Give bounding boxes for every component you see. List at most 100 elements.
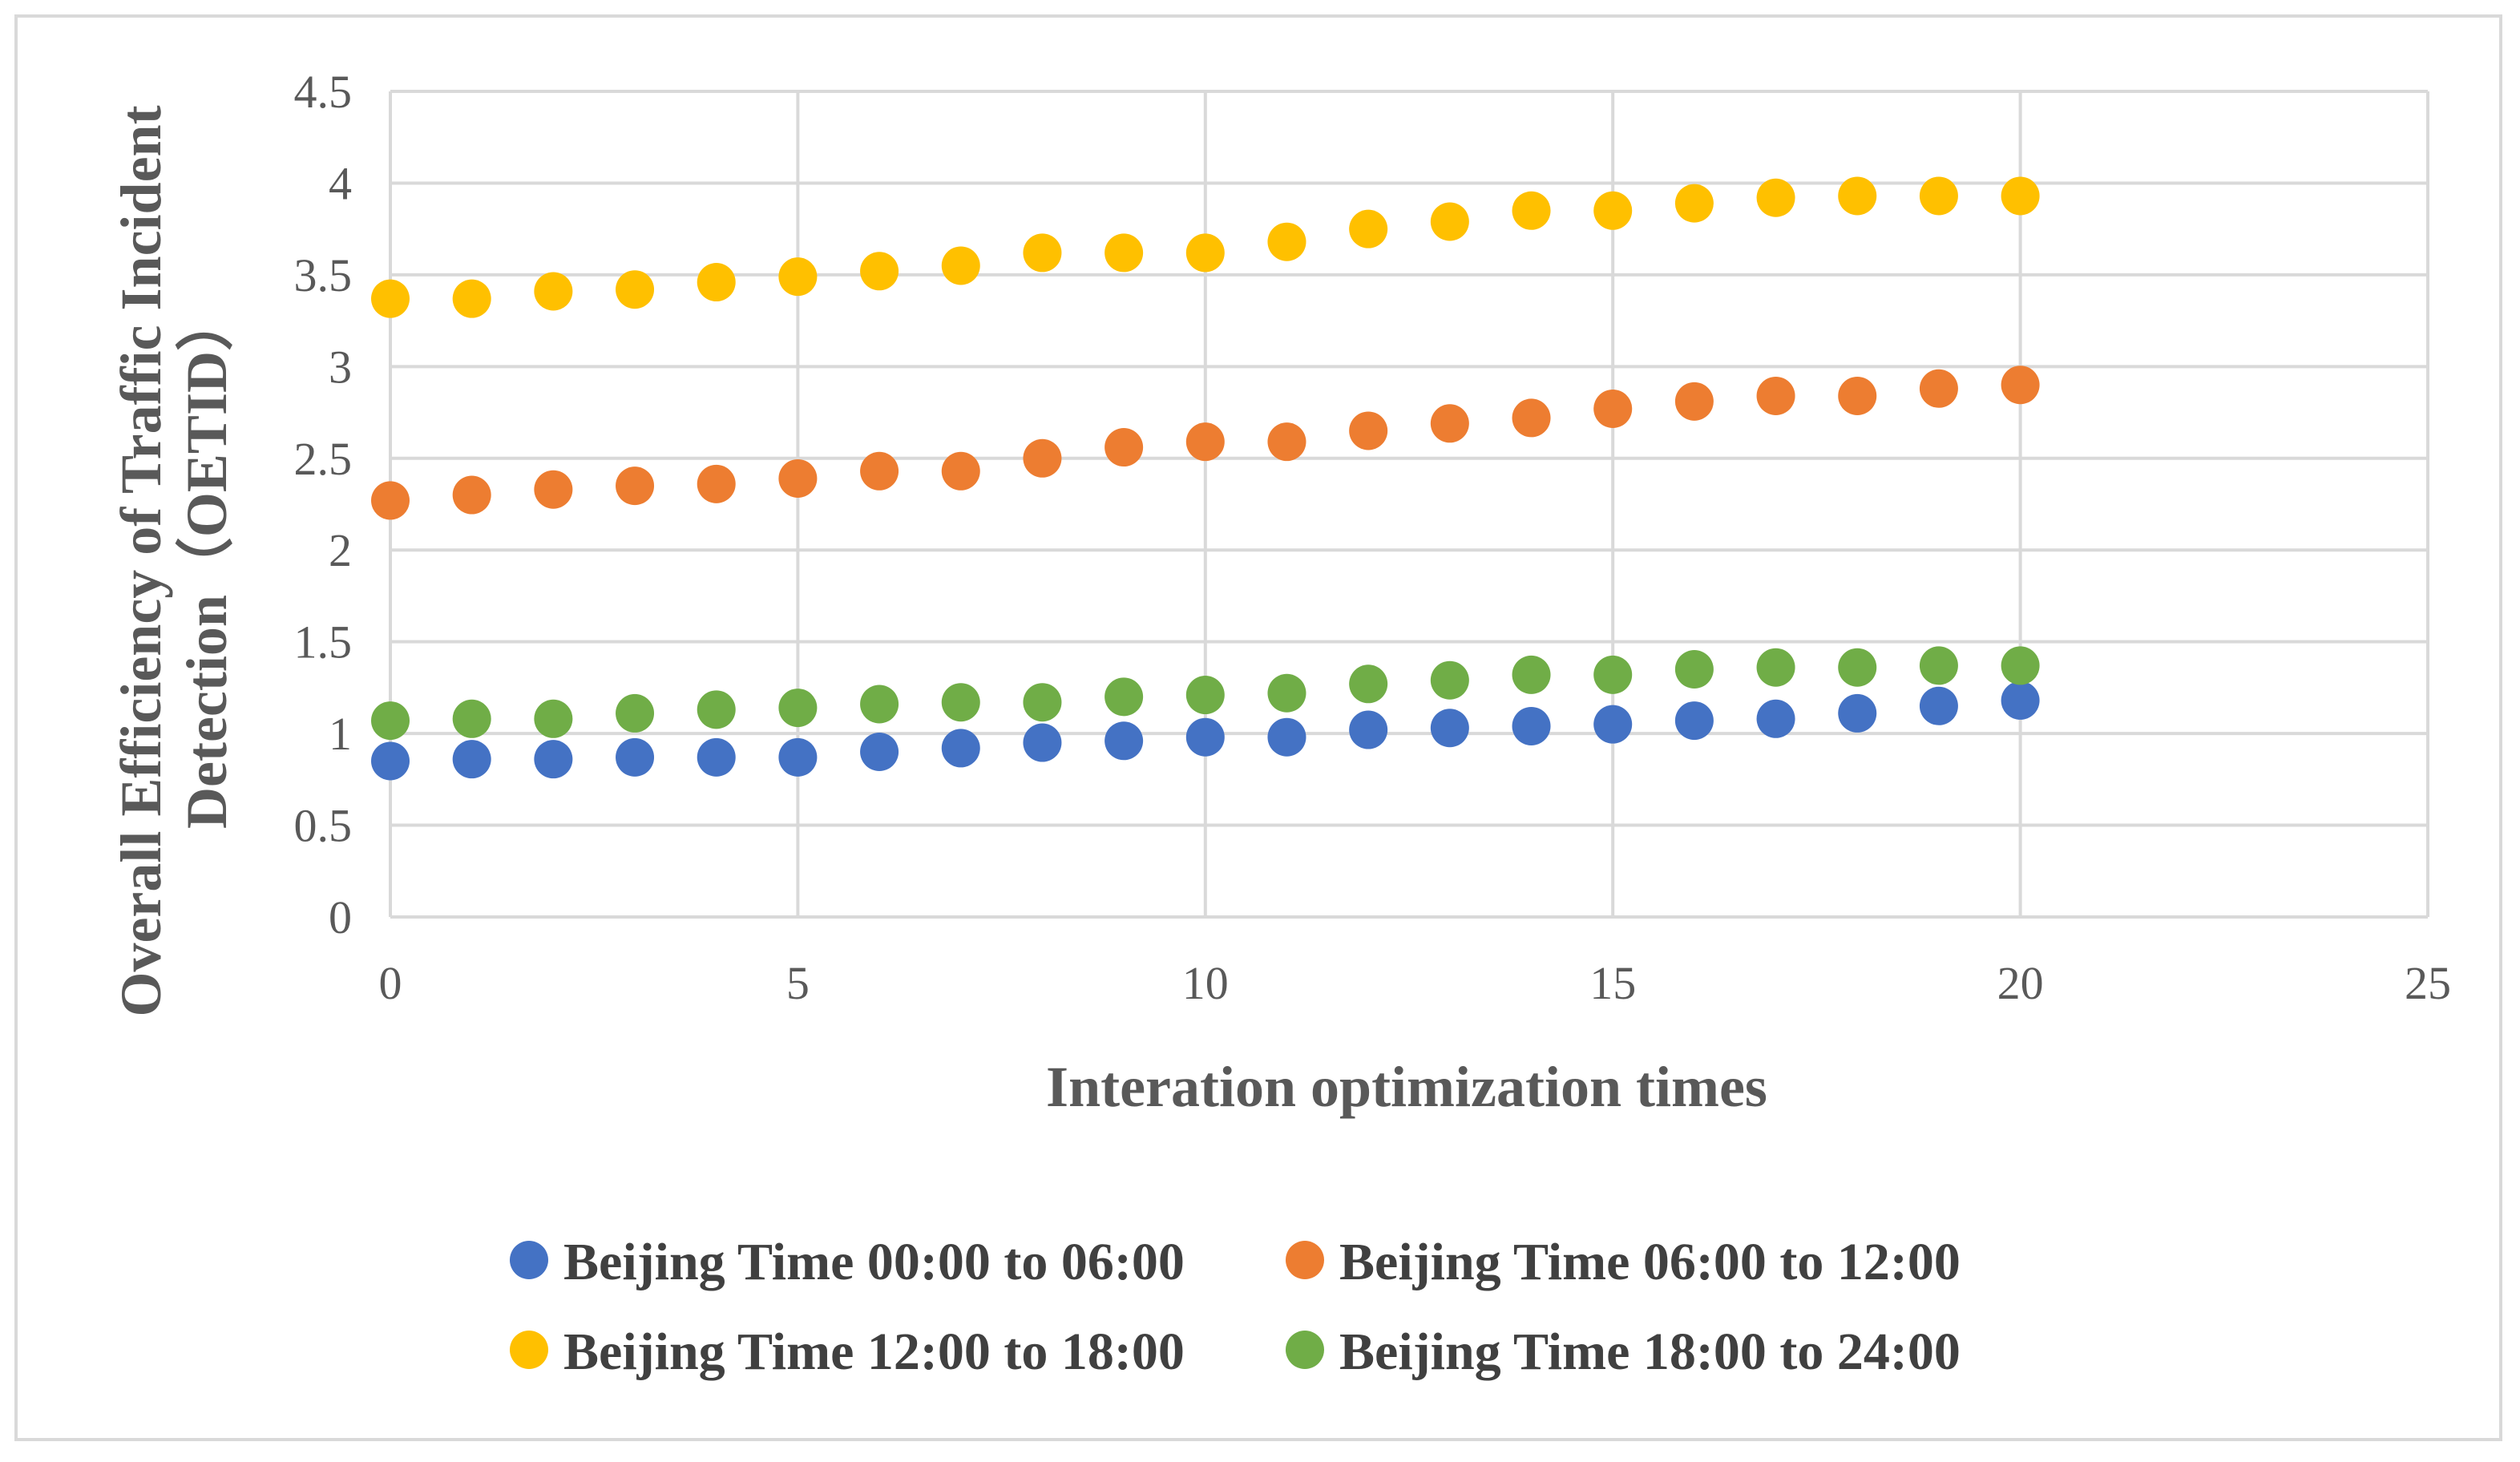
data-point — [1023, 438, 1062, 478]
data-point — [941, 451, 980, 491]
data-point — [1756, 648, 1795, 687]
data-point — [371, 701, 410, 741]
data-point — [778, 689, 818, 728]
data-point — [1919, 176, 1958, 216]
data-point — [860, 733, 899, 771]
y-tick-label: 1.5 — [294, 616, 353, 668]
x-tick-label: 20 — [1997, 957, 2044, 1009]
data-point — [697, 737, 736, 777]
legend-label: Beijing Time 00:00 to 06:00 — [563, 1233, 1185, 1291]
y-tick-label: 0 — [329, 891, 352, 943]
data-point — [534, 740, 573, 779]
data-point — [452, 279, 491, 318]
data-point — [697, 690, 736, 729]
data-point — [1756, 376, 1795, 415]
data-point — [616, 693, 655, 733]
data-point — [941, 246, 980, 285]
y-axis-title-line-1: Overall Efficiency of Traffic Incident — [109, 105, 173, 1016]
data-point — [1349, 209, 1388, 248]
y-tick-label: 4.5 — [294, 66, 353, 118]
data-point — [534, 272, 573, 311]
data-point — [860, 685, 899, 724]
data-point — [778, 458, 818, 498]
data-point — [697, 263, 736, 302]
data-point — [1105, 677, 1144, 717]
series-3 — [371, 176, 2040, 318]
data-point — [1105, 233, 1144, 273]
data-point — [1430, 202, 1469, 241]
legend-item-series-2: Beijing Time 06:00 to 12:00 — [1286, 1233, 1961, 1291]
legend-item-series-3: Beijing Time 12:00 to 18:00 — [510, 1323, 1185, 1381]
x-tick-label: 5 — [786, 957, 810, 1009]
data-point — [1023, 723, 1062, 762]
data-point — [1838, 376, 1877, 415]
data-point — [778, 737, 818, 777]
data-point — [1756, 699, 1795, 738]
data-points — [371, 176, 2040, 781]
legend-marker — [1286, 1241, 1324, 1279]
y-tick-label: 4 — [329, 157, 352, 209]
legend: Beijing Time 00:00 to 06:00 Beijing Time… — [510, 1233, 1961, 1381]
data-point — [1919, 686, 1958, 725]
data-point — [1593, 191, 1633, 230]
data-point — [534, 470, 573, 509]
data-point — [452, 699, 491, 738]
chart-frame — [14, 14, 2502, 1441]
data-point — [1267, 717, 1306, 757]
gridlines — [389, 90, 2429, 919]
legend-marker — [510, 1331, 548, 1369]
data-point — [1430, 660, 1469, 700]
data-point — [1593, 705, 1633, 744]
data-point — [1512, 398, 1551, 438]
data-point — [1185, 676, 1225, 715]
y-tick-label: 0.5 — [294, 800, 353, 852]
x-tick-label: 25 — [2405, 957, 2451, 1009]
data-point — [616, 737, 655, 777]
x-tick-label: 10 — [1182, 957, 1229, 1009]
data-point — [778, 257, 818, 297]
legend-label: Beijing Time 06:00 to 12:00 — [1339, 1233, 1961, 1291]
data-point — [1430, 404, 1469, 443]
data-point — [2001, 681, 2040, 720]
x-tick-label: 15 — [1589, 957, 1636, 1009]
data-point — [1430, 709, 1469, 748]
data-point — [1185, 233, 1225, 273]
series-4 — [371, 646, 2040, 741]
data-point — [1267, 222, 1306, 261]
data-point — [1267, 422, 1306, 462]
data-point — [616, 270, 655, 309]
y-tick-label: 1 — [329, 708, 352, 760]
data-point — [1674, 382, 1714, 421]
data-point — [1512, 655, 1551, 694]
y-tick-label: 2 — [329, 524, 352, 576]
data-point — [1756, 178, 1795, 217]
data-point — [941, 683, 980, 722]
data-point — [1838, 648, 1877, 687]
data-point — [2001, 366, 2040, 405]
x-axis-ticks: 0 5 10 15 20 25 — [379, 957, 2452, 1009]
data-point — [860, 451, 899, 491]
legend-label: Beijing Time 18:00 to 24:00 — [1339, 1323, 1961, 1381]
data-point — [371, 279, 410, 318]
data-point — [1185, 422, 1225, 462]
data-point — [1512, 706, 1551, 745]
data-point — [1023, 683, 1062, 722]
y-tick-label: 3.5 — [294, 249, 353, 301]
legend-item-series-4: Beijing Time 18:00 to 24:00 — [1286, 1323, 1961, 1381]
data-point — [371, 481, 410, 520]
legend-marker — [510, 1241, 548, 1279]
data-point — [1919, 369, 1958, 408]
data-point — [1105, 721, 1144, 761]
series-2 — [371, 366, 2040, 520]
data-point — [1267, 673, 1306, 713]
y-axis-title: Overall Efficiency of Traffic Incident D… — [109, 105, 239, 1016]
y-tick-label: 3 — [329, 341, 352, 393]
data-point — [534, 699, 573, 738]
data-point — [1349, 664, 1388, 704]
data-point — [2001, 176, 2040, 216]
data-point — [1512, 191, 1551, 230]
legend-item-series-1: Beijing Time 00:00 to 06:00 — [510, 1233, 1185, 1291]
data-point — [941, 729, 980, 768]
x-tick-label: 0 — [379, 957, 402, 1009]
